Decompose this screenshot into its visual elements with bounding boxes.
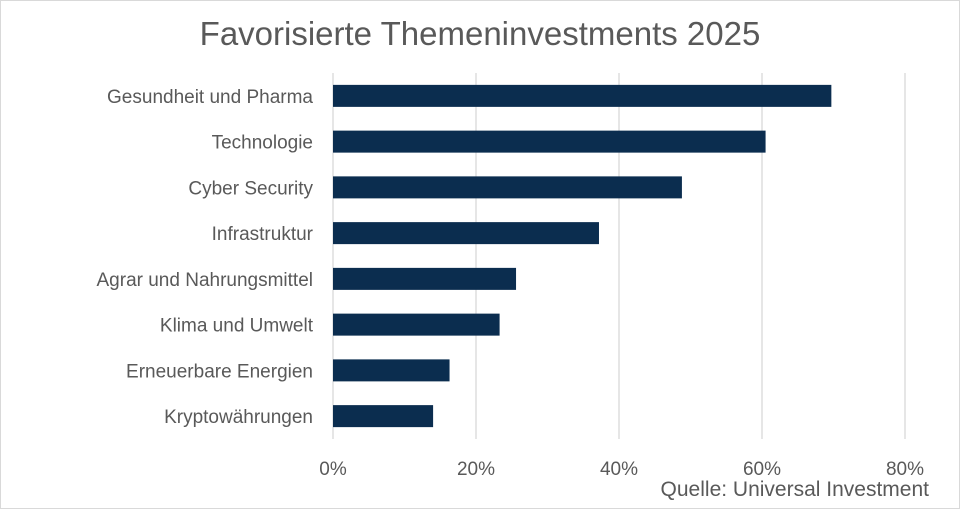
category-label: Cyber Security xyxy=(188,178,313,199)
x-tick-label: 0% xyxy=(319,459,347,480)
bar xyxy=(333,267,517,290)
category-label: Technologie xyxy=(212,133,313,154)
bar xyxy=(333,405,434,428)
x-tick-label: 80% xyxy=(886,459,924,480)
chart-title: Favorisierte Themeninvestments 2025 xyxy=(199,15,761,52)
bar xyxy=(333,176,682,199)
category-label: Agrar und Nahrungsmittel xyxy=(97,270,314,291)
x-tick-label: 20% xyxy=(457,459,495,480)
x-tick-label: 60% xyxy=(743,459,781,480)
category-label: Klima und Umwelt xyxy=(160,316,314,337)
category-label: Erneuerbare Energien xyxy=(126,361,313,382)
x-tick-label: 40% xyxy=(600,459,638,480)
bar xyxy=(333,130,766,153)
bar xyxy=(333,313,500,336)
source-note: Quelle: Universal Investment xyxy=(660,478,929,501)
category-label: Infrastruktur xyxy=(212,224,314,245)
bar xyxy=(333,222,599,245)
bar xyxy=(333,84,832,107)
bar xyxy=(333,359,450,382)
category-label: Gesundheit und Pharma xyxy=(107,87,313,108)
category-label: Kryptowährungen xyxy=(164,407,313,428)
